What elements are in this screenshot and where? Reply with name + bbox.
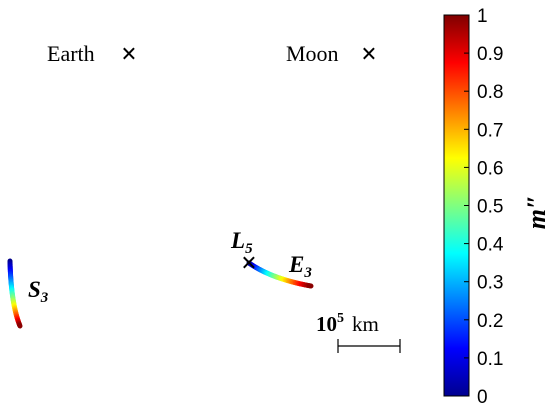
colorbar-label: m″: [522, 195, 550, 230]
colorbar-tick-label: 0.9: [477, 44, 503, 65]
scale-bar-unit: km: [352, 312, 379, 336]
l5-label: L5: [230, 228, 253, 257]
colorbar-tick-label: 0.3: [477, 273, 503, 294]
colorbar-tick-label: 0.5: [477, 197, 503, 218]
earth-marker: ×: [121, 39, 137, 70]
e3-label-sub: 3: [303, 265, 312, 281]
colorbar-tick-label: 0.7: [477, 120, 503, 141]
e3-label-main: E: [288, 252, 304, 277]
scale-bar-exponent: 5: [337, 311, 344, 326]
colorbar-tick-label: 0.2: [477, 311, 503, 332]
earth-label: Earth: [47, 41, 95, 66]
l5-label-main: L: [230, 228, 245, 253]
s3-trajectory: [7, 258, 23, 329]
scale-bar: [337, 339, 401, 353]
colorbar-tick-label: 0.1: [477, 349, 503, 370]
colorbar-tick-label: 0.8: [477, 82, 503, 103]
l5-marker: ×: [241, 248, 257, 279]
e3-trajectory: [246, 260, 314, 289]
scale-bar-label: 105 km: [316, 311, 379, 336]
moon-marker: ×: [361, 39, 377, 70]
s3-label: S3: [28, 277, 49, 306]
colorbar-tick-label: 0.6: [477, 158, 503, 179]
colorbar-tick-label: 0.4: [477, 235, 504, 256]
colorbar-tick-label: 0: [477, 387, 488, 408]
s3-label-sub: 3: [40, 290, 49, 306]
e3-label: E3: [288, 252, 312, 281]
s3-label-main: S: [28, 277, 41, 302]
l5-label-sub: 5: [245, 241, 253, 257]
colorbar-tick-label: 1: [477, 6, 488, 27]
colorbar-ticks: 0 0.1 0.2 0.3 0.4 0.5 0.6 0.7 0.8 0.9 1: [464, 6, 504, 408]
moon-label: Moon: [286, 41, 339, 66]
scale-bar-base: 10: [316, 312, 337, 336]
